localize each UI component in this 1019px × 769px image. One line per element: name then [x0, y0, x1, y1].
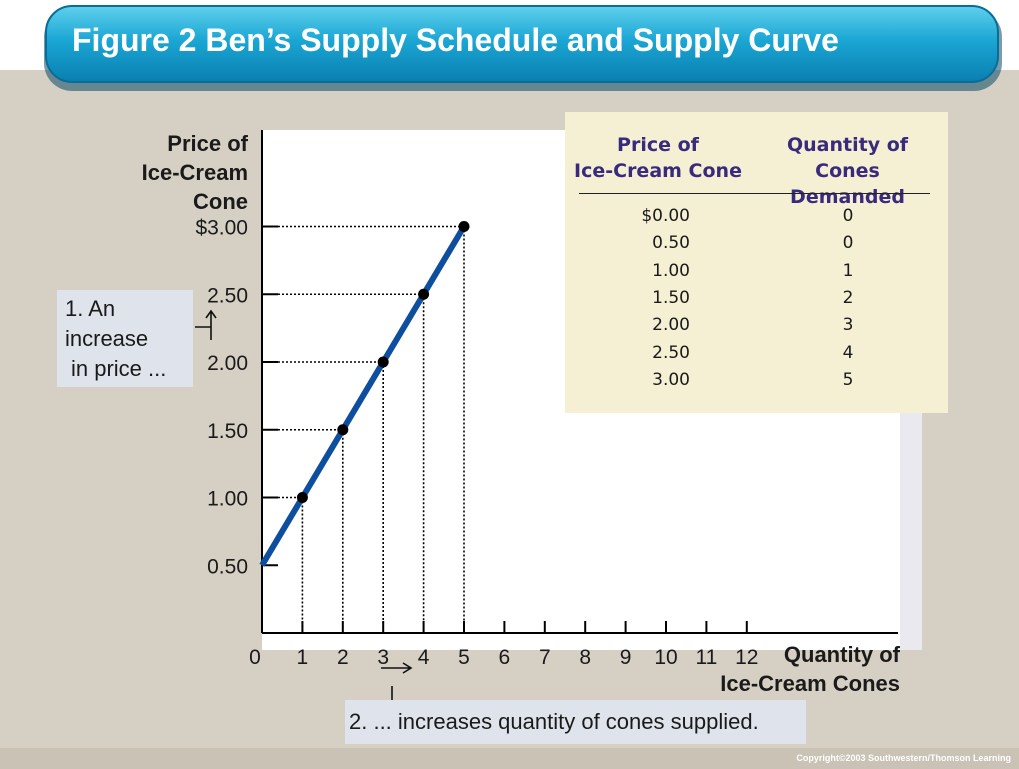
schedule-price-cell: $0.00: [641, 206, 690, 226]
schedule-quantity-cell: 3: [842, 315, 854, 336]
right-arrow-icon: [381, 662, 413, 700]
callout-line: increase: [65, 326, 149, 351]
schedule-quantity-cell: 0: [842, 233, 854, 254]
schedule-divider: [579, 193, 930, 194]
schedule-price-cell: 1.00: [652, 260, 690, 281]
x-tick-label: 7: [539, 646, 551, 669]
header-line: Quantity of: [786, 134, 909, 156]
supply-curve: [259, 224, 467, 567]
figure-title: Figure 2 Ben’s Supply Schedule and Suppl…: [72, 22, 839, 58]
price-increase-callout: 1. An increase in price ...: [57, 290, 193, 387]
y-axis-label: Price of Ice-Cream Cone: [110, 129, 248, 216]
y-tick-label: $3.00: [195, 217, 248, 240]
x-tick-label: 0: [249, 646, 261, 669]
header-line: Price of: [617, 134, 699, 156]
up-arrow-icon: [195, 309, 217, 340]
x-tick-label: 11: [695, 646, 717, 669]
supply-schedule-table: Price of Ice-Cream Cone Quantity of Cone…: [565, 112, 948, 413]
y-tick-label: 2.00: [207, 352, 248, 375]
x-tick-label: 9: [620, 646, 632, 669]
schedule-quantity-cell: 4: [842, 342, 854, 363]
header-line: Cones Demanded: [790, 160, 905, 208]
schedule-quantity-cell: 5: [842, 369, 854, 390]
schedule-quantity-cell: 1: [842, 260, 854, 281]
data-point: [418, 288, 430, 300]
x-tick-label: 1: [297, 646, 309, 669]
banner: [45, 5, 999, 83]
data-point: [296, 492, 308, 503]
quantity-increase-callout: 2. ... increases quantity of cones suppl…: [345, 700, 806, 744]
y-axis-label-line: Price of: [167, 131, 248, 156]
x-tick-label: 5: [458, 646, 470, 669]
data-point: [377, 356, 389, 368]
schedule-price-cell: 2.00: [652, 315, 690, 336]
schedule-header-quantity: Quantity of Cones Demanded: [755, 132, 940, 210]
y-axis-label-line: Cone: [193, 189, 248, 214]
header-line: Ice-Cream Cone: [574, 160, 742, 182]
y-tick-label: 2.50: [207, 284, 248, 307]
x-axis-label-line: Quantity of: [783, 642, 900, 667]
x-tick-label: 10: [654, 646, 677, 669]
y-tick-label: 1.50: [207, 420, 248, 443]
x-tick-label: 6: [499, 646, 511, 669]
x-tick-label: 3: [377, 646, 389, 669]
schedule-header-price: Price of Ice-Cream Cone: [573, 132, 743, 184]
y-tick-label: 0.50: [207, 555, 248, 578]
x-axis-label-line: Ice-Cream Cones: [720, 671, 900, 696]
x-tick-label: 4: [418, 646, 430, 669]
data-point: [458, 221, 470, 232]
schedule-price-cell: 3.00: [652, 369, 690, 390]
schedule-price-cell: 0.50: [652, 233, 690, 254]
schedule-price-cell: 2.50: [652, 342, 690, 363]
x-axis-label: Quantity of Ice-Cream Cones: [660, 640, 900, 698]
schedule-quantity-cell: 0: [842, 206, 854, 226]
bottom-strip: [0, 748, 1019, 769]
y-axis-label-line: Ice-Cream: [141, 160, 248, 185]
schedule-quantity-cell: 2: [842, 287, 854, 308]
x-tick-label: 2: [337, 646, 349, 669]
callout-line: 1. An: [65, 296, 116, 321]
callout-line: in price ...: [71, 356, 167, 381]
schedule-price-cell: 1.50: [652, 287, 690, 308]
x-tick-label: 12: [735, 646, 758, 669]
y-tick-label: 1.00: [207, 488, 248, 511]
copyright-notice: Copyright©2003 Southwestern/Thomson Lear…: [796, 753, 1011, 763]
plot-edge: [900, 400, 922, 650]
data-point: [337, 424, 349, 436]
x-tick-label: 8: [579, 646, 591, 669]
